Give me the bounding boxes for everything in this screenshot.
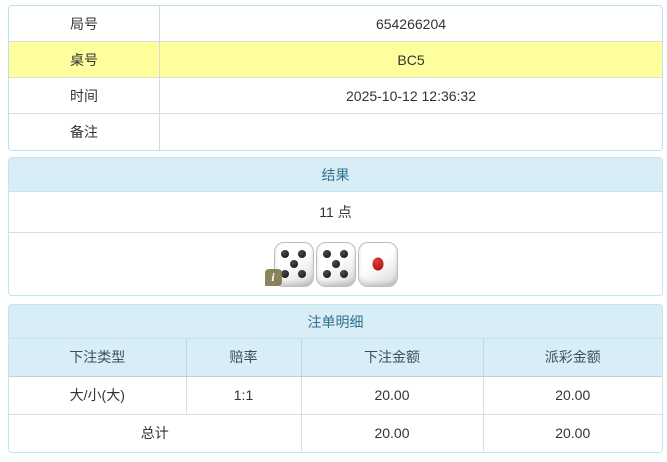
- col-header-bet-amount: 下注金额: [301, 339, 484, 377]
- table-row: 桌号 BC5: [9, 42, 662, 78]
- col-header-bet-type: 下注类型: [9, 339, 187, 377]
- pip: [280, 250, 289, 259]
- pip: [322, 269, 331, 278]
- dice-row: i: [9, 233, 662, 295]
- die-3: [357, 241, 398, 287]
- time-label: 时间: [9, 78, 160, 113]
- col-header-payout-amount: 派彩金额: [483, 339, 662, 377]
- info-icon[interactable]: i: [264, 268, 282, 286]
- total-payout-amount-cell: 20.00: [483, 413, 662, 452]
- game-number-label: 局号: [9, 6, 160, 41]
- bet-panel-title: 注单明细: [9, 305, 662, 339]
- pip: [280, 269, 289, 278]
- remark-label: 备注: [9, 114, 160, 150]
- die-2: [315, 241, 356, 287]
- page: 局号 654266204 桌号 BC5 时间 2025-10-12 12:36:…: [8, 5, 663, 453]
- pip: [340, 250, 349, 259]
- bet-type-cell: 大/小(大): [9, 376, 187, 414]
- table-number-value: BC5: [397, 51, 425, 68]
- bet-amount-cell: 20.00: [301, 376, 484, 414]
- game-info-table: 局号 654266204 桌号 BC5 时间 2025-10-12 12:36:…: [8, 5, 663, 151]
- table-row: 时间 2025-10-12 12:36:32: [9, 78, 662, 114]
- dice-group: i: [264, 241, 399, 287]
- bet-details-panel: 注单明细 下注类型 赔率 下注金额 派彩金额 大/小(大) 1:1 20.00 …: [8, 304, 663, 453]
- pip: [298, 269, 307, 278]
- odds-cell: 1:1: [186, 376, 302, 414]
- remark-value: [160, 114, 662, 150]
- bet-row: 大/小(大) 1:1 20.00 20.00: [9, 376, 662, 414]
- total-row: 总计 20.00 20.00: [9, 413, 662, 452]
- bet-table: 下注类型 赔率 下注金额 派彩金额 大/小(大) 1:1 20.00 20.00…: [9, 339, 662, 452]
- result-panel-title: 结果: [9, 158, 662, 192]
- pip: [298, 250, 307, 259]
- total-bet-amount-cell: 20.00: [301, 413, 484, 452]
- pip: [340, 269, 349, 278]
- table-row: 备注: [9, 114, 662, 150]
- total-label-cell: 总计: [9, 413, 302, 452]
- pip: [372, 257, 383, 271]
- payout-amount-cell: 20.00: [483, 376, 662, 414]
- result-points: 11 点: [9, 192, 662, 233]
- result-panel: 结果 11 点 i: [8, 157, 663, 296]
- pip: [289, 260, 298, 268]
- table-row: 局号 654266204: [9, 6, 662, 42]
- table-number-label: 桌号: [9, 42, 160, 77]
- pip: [322, 250, 331, 259]
- bet-table-header-row: 下注类型 赔率 下注金额 派彩金额: [9, 339, 662, 377]
- pip: [331, 260, 340, 268]
- game-number-value: 654266204: [375, 15, 447, 32]
- col-header-odds: 赔率: [186, 339, 302, 377]
- time-value: 2025-10-12 12:36:32: [346, 87, 476, 104]
